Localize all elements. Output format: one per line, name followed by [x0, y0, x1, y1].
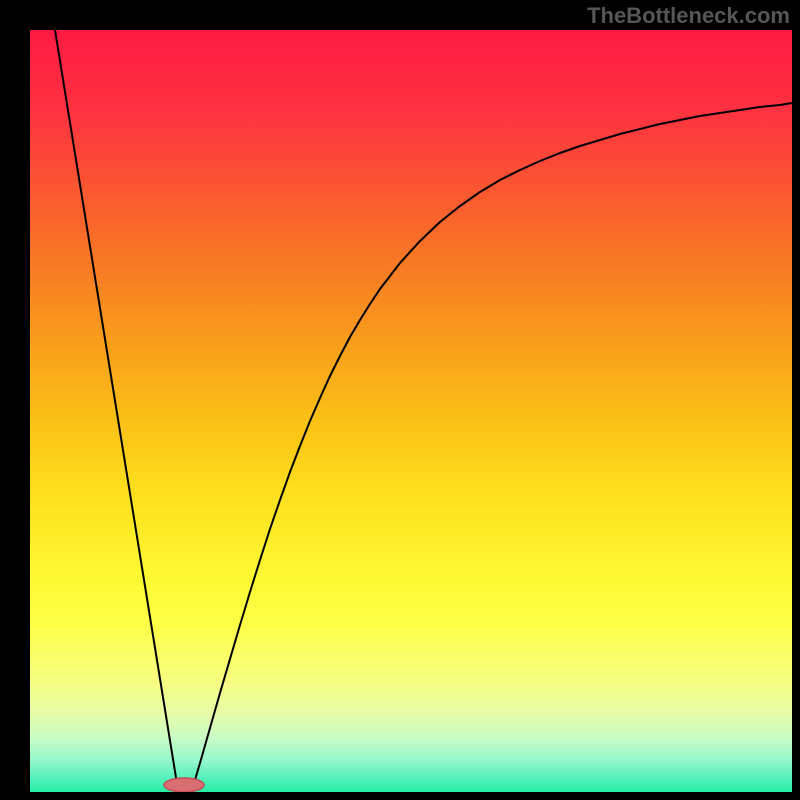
minimum-marker — [164, 778, 204, 792]
border-bottom — [0, 792, 800, 800]
gradient-background — [30, 30, 792, 792]
border-right — [792, 0, 800, 800]
watermark-text: TheBottleneck.com — [587, 3, 790, 29]
border-left — [0, 0, 30, 800]
chart-svg — [0, 0, 800, 800]
bottleneck-chart: TheBottleneck.com — [0, 0, 800, 800]
